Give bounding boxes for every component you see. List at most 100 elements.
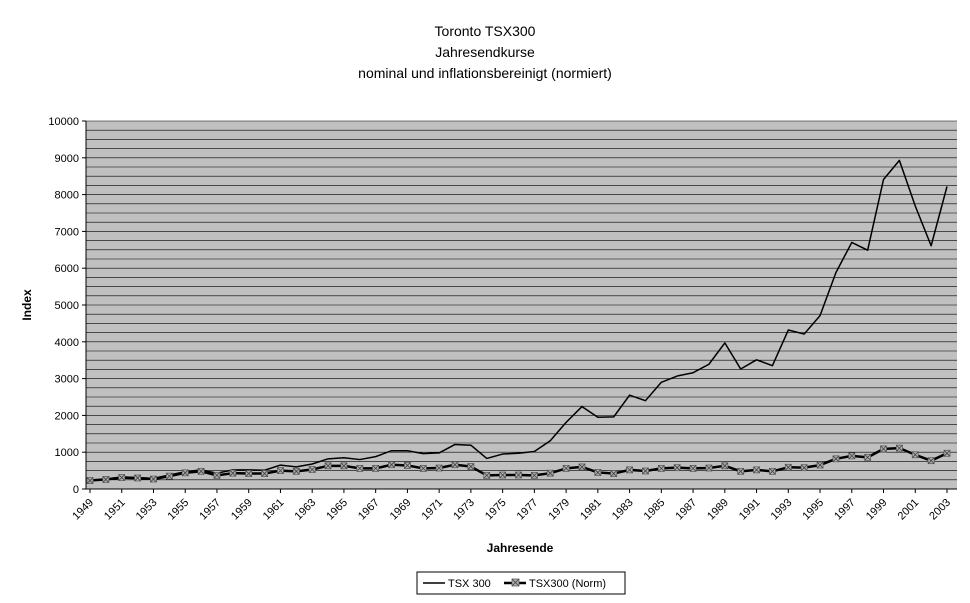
- x-tick-label: 1977: [515, 497, 541, 523]
- x-tick-label: 1963: [293, 497, 319, 523]
- y-axis-ticks: 0 1000 2000 3000 4000 5000 6000 7000 8000 9000 100…: [48, 116, 86, 496]
- data-point-tsx300-norm: [753, 466, 760, 474]
- x-tick-label: 1985: [642, 497, 668, 523]
- data-point-tsx300-norm: [435, 464, 443, 472]
- data-point-tsx300-norm: [86, 477, 94, 484]
- y-tick-label: 2000: [55, 410, 79, 422]
- x-tick-label: 1993: [769, 497, 795, 523]
- data-point-tsx300-norm: [927, 457, 935, 465]
- data-point-tsx300-norm: [657, 464, 665, 472]
- data-point-tsx300-norm: [308, 466, 316, 473]
- x-tick-label: 1995: [800, 497, 826, 523]
- data-point-tsx300-norm: [610, 470, 618, 477]
- x-tick-label: 1991: [737, 497, 763, 523]
- data-point-tsx300-norm: [626, 466, 633, 474]
- data-point-tsx300-norm: [562, 464, 570, 472]
- data-point-tsx300-norm: [197, 467, 205, 475]
- x-tick-label: 1961: [261, 497, 287, 523]
- x-tick-label: 1969: [388, 497, 414, 523]
- x-tick-label: 1955: [166, 497, 192, 523]
- y-tick-label: 6000: [55, 263, 79, 275]
- data-point-tsx300-norm: [134, 474, 142, 482]
- x-tick-label: 1999: [864, 497, 890, 523]
- y-axis-label: Index: [20, 289, 34, 321]
- data-point-tsx300-norm: [499, 471, 507, 479]
- y-tick-label: 7000: [55, 226, 79, 238]
- x-tick-label: 1997: [832, 497, 858, 523]
- x-tick-label: 1975: [483, 497, 509, 523]
- y-tick-label: 5000: [55, 300, 79, 312]
- x-tick-label: 1967: [356, 497, 382, 523]
- x-tick-label: 1951: [102, 497, 128, 523]
- x-tick-label: 1959: [229, 497, 255, 523]
- y-tick-label: 10000: [48, 116, 79, 128]
- data-point-tsx300-norm: [943, 449, 951, 457]
- x-tick-label: 2001: [896, 497, 922, 523]
- data-point-tsx300-norm: [324, 462, 332, 470]
- x-tick-label: 1987: [673, 497, 699, 523]
- data-point-tsx300-norm: [832, 455, 840, 463]
- data-point-tsx300-norm: [689, 464, 697, 472]
- data-point-tsx300-norm: [388, 461, 395, 469]
- y-tick-label: 9000: [55, 153, 79, 165]
- x-tick-label: 1973: [451, 497, 477, 523]
- data-point-tsx300-norm: [895, 444, 903, 452]
- data-point-tsx300-norm: [245, 470, 253, 477]
- data-point-tsx300-norm: [864, 453, 872, 461]
- chart-title-line-2: Jahresendkurse: [435, 44, 535, 60]
- y-tick-label: 3000: [55, 374, 79, 386]
- data-point-tsx300-norm: [530, 471, 538, 479]
- chart-title-line-3: nominal und inflationsbereinigt (normier…: [358, 65, 612, 81]
- data-point-tsx300-norm: [419, 464, 427, 472]
- data-point-tsx300-norm: [181, 469, 189, 477]
- data-point-tsx300-norm: [340, 462, 348, 470]
- chart-title-line-1: Toronto TSX300: [435, 23, 536, 39]
- data-point-tsx300-norm: [848, 452, 856, 460]
- x-tick-label: 1965: [324, 497, 350, 523]
- data-point-tsx300-norm: [165, 472, 173, 480]
- gridlines: [86, 120, 957, 490]
- y-tick-label: 1000: [55, 447, 79, 459]
- data-point-tsx300-norm: [229, 469, 237, 477]
- series-group: [86, 159, 951, 484]
- x-tick-label: 1949: [70, 497, 96, 523]
- data-point-tsx300-norm: [515, 471, 522, 479]
- data-point-tsx300-norm: [372, 464, 380, 472]
- x-tick-label: 1953: [134, 497, 160, 523]
- data-point-tsx300-norm: [213, 471, 221, 479]
- x-tick-label: 1989: [705, 497, 731, 523]
- data-point-tsx300-norm: [150, 475, 157, 483]
- data-point-tsx300-norm: [102, 476, 110, 483]
- x-tick-label: 1957: [197, 497, 223, 523]
- data-point-tsx300-norm: [356, 464, 364, 472]
- data-point-tsx300-norm: [292, 467, 300, 475]
- x-axis-label: Jahresende: [487, 541, 554, 555]
- y-tick-label: 0: [73, 484, 79, 496]
- data-point-tsx300-norm: [911, 451, 919, 459]
- x-tick-label: 1979: [546, 497, 572, 523]
- data-point-tsx300-norm: [784, 463, 792, 471]
- data-point-tsx300-norm: [467, 463, 475, 470]
- y-tick-label: 4000: [55, 337, 79, 349]
- x-tick-label: 1981: [578, 497, 604, 523]
- data-point-tsx300-norm: [594, 469, 602, 476]
- x-tick-label: 2003: [927, 497, 953, 523]
- data-point-tsx300-norm: [721, 462, 729, 470]
- y-tick-label: 8000: [55, 190, 79, 202]
- data-point-tsx300-norm: [578, 463, 586, 471]
- data-point-tsx300-norm: [451, 461, 459, 469]
- data-point-tsx300-norm: [546, 469, 554, 477]
- x-tick-label: 1983: [610, 497, 636, 523]
- data-point-tsx300-norm: [800, 464, 808, 472]
- data-point-tsx300-norm: [769, 467, 776, 475]
- x-tick-label: 1971: [419, 497, 445, 523]
- data-point-tsx300-norm: [118, 474, 126, 481]
- data-point-tsx300-norm: [673, 464, 681, 472]
- x-axis-ticks: 1949 1951 1953 1955 1957 1959 1961 1963 1965 1967…: [70, 489, 953, 522]
- data-point-tsx300-norm: [737, 467, 745, 475]
- data-point-tsx300-norm: [642, 467, 649, 475]
- data-point-tsx300-norm: [816, 461, 824, 469]
- data-point-tsx300-norm: [880, 445, 887, 453]
- data-point-tsx300-norm: [483, 471, 491, 479]
